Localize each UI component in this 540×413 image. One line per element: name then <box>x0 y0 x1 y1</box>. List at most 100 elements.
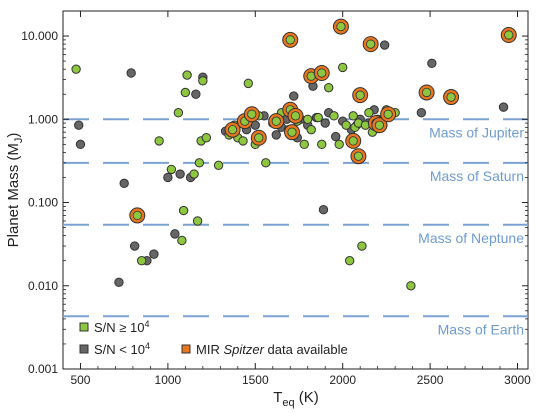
data-point-mir-core <box>446 92 456 102</box>
data-point-high-sn <box>198 76 208 86</box>
data-point-mir-core <box>227 125 238 135</box>
data-point-low-sn <box>498 102 509 112</box>
x-tick-label: 2000 <box>329 373 356 387</box>
y-axis-title: Planet Mass (MJ) <box>5 133 25 248</box>
data-point-low-sn <box>119 178 129 189</box>
data-point-high-sn <box>261 158 271 168</box>
data-point-high-sn <box>364 108 374 118</box>
legend-label-ring: MIR Spitzer data available <box>196 342 348 357</box>
data-point-mir-core <box>254 133 264 143</box>
y-tick-label: 0.001 <box>28 362 58 376</box>
data-point-high-sn <box>324 82 334 93</box>
data-point-mir-core <box>247 109 257 119</box>
data-point-high-sn <box>182 70 192 80</box>
data-point-high-sn <box>348 111 358 121</box>
data-point-mir-core <box>132 210 142 221</box>
reference-lines: Mass of Jupiter Mass of Saturn Mass of Nep… <box>63 118 528 337</box>
data-point-high-sn <box>201 133 212 143</box>
data-point-low-sn <box>191 89 201 99</box>
data-point-low-sn <box>271 130 281 140</box>
x-tick-label: 1000 <box>155 373 182 387</box>
data-point-high-sn <box>189 169 199 179</box>
data-point-high-sn <box>334 139 344 150</box>
legend-swatch-gray <box>79 344 89 354</box>
data-point-high-sn <box>194 158 205 168</box>
data-point-low-sn <box>318 205 329 215</box>
data-point-mir-core <box>353 151 364 161</box>
x-tick-label: 500 <box>70 373 90 387</box>
y-tick-label: 1.000 <box>28 112 58 126</box>
data-point-low-sn <box>74 120 84 130</box>
legend-label-green: S/N ≥ 104 <box>94 319 150 335</box>
data-point-mir-core <box>355 90 365 100</box>
data-point-mir-core <box>374 120 385 130</box>
data-point-mir-core <box>287 127 297 137</box>
data-point-high-sn <box>192 216 203 226</box>
data-point-low-sn <box>126 68 136 78</box>
data-point-low-sn <box>149 249 159 259</box>
data-point-high-sn <box>243 78 254 89</box>
data-point-high-sn <box>337 62 348 73</box>
data-point-high-sn <box>344 256 355 266</box>
data-point-mir-core <box>271 116 281 126</box>
x-tick-label: 2500 <box>417 373 444 387</box>
data-point-low-sn <box>75 139 86 150</box>
legend-swatch-ring <box>181 344 191 354</box>
data-point-low-sn <box>129 241 140 251</box>
legend-swatch-green <box>79 322 89 332</box>
data-point-mir-core <box>285 35 295 45</box>
data-point-mir-core <box>366 39 376 49</box>
data-point-mir-core <box>422 87 432 98</box>
data-point-low-sn <box>427 58 437 69</box>
data-point-low-sn <box>163 172 173 183</box>
data-point-low-sn <box>416 108 427 118</box>
legend: S/N ≥ 104 S/N < 104 MIR Spitzer data ava… <box>79 319 348 357</box>
data-point-high-sn <box>178 205 189 216</box>
data-point-high-sn <box>154 136 164 146</box>
data-point-high-sn <box>329 111 339 121</box>
data-point-high-sn <box>317 139 327 150</box>
data-point-high-sn <box>136 256 147 266</box>
data-point-mir-core <box>504 30 514 40</box>
data-point-high-sn <box>406 281 416 291</box>
x-axis-title: Teq (K) <box>273 389 319 409</box>
data-point-low-sn <box>331 131 341 142</box>
data-point-mir-core <box>317 68 327 78</box>
reference-label: Mass of Earth <box>438 321 524 337</box>
y-tick-label: 0.100 <box>28 196 58 210</box>
data-point-high-sn <box>180 87 191 98</box>
data-point-high-sn <box>357 241 367 251</box>
data-point-low-sn <box>175 169 185 179</box>
data-point-high-sn <box>303 114 313 124</box>
data-point-mir-core <box>290 111 301 121</box>
data-point-high-sn <box>173 108 184 118</box>
data-point-high-sn <box>71 64 81 74</box>
data-point-high-sn <box>299 139 309 150</box>
data-point-high-sn <box>306 124 316 135</box>
reference-label: Mass of Saturn <box>430 168 524 184</box>
data-point-high-sn <box>213 160 224 171</box>
x-tick-label: 1500 <box>242 373 269 387</box>
legend-label-gray: S/N < 104 <box>94 341 150 357</box>
x-tick-label: 3000 <box>504 373 531 387</box>
data-point-mir-core <box>336 21 346 32</box>
data-points <box>71 18 517 291</box>
data-point-high-sn <box>341 120 351 130</box>
data-point-mir-core <box>383 109 393 119</box>
data-point-high-sn <box>238 136 248 146</box>
data-point-low-sn <box>289 91 299 101</box>
reference-label: Mass of Jupiter <box>429 124 524 140</box>
y-tick-label: 0.010 <box>28 279 58 293</box>
x-axis-ticks: 500 1000 1500 2000 2500 3000 <box>70 11 531 387</box>
plot-frame <box>62 10 529 370</box>
y-axis-ticks: 0.001 0.010 0.100 1.000 10.000 <box>21 10 528 376</box>
data-point-high-sn <box>177 235 187 246</box>
data-point-low-sn <box>170 229 180 239</box>
data-point-mir-core <box>348 136 358 146</box>
data-point-low-sn <box>114 277 124 288</box>
y-tick-label: 10.000 <box>21 29 58 43</box>
reference-label: Mass of Neptune <box>418 230 524 246</box>
data-point-high-sn <box>166 164 177 175</box>
data-point-low-sn <box>320 118 330 128</box>
